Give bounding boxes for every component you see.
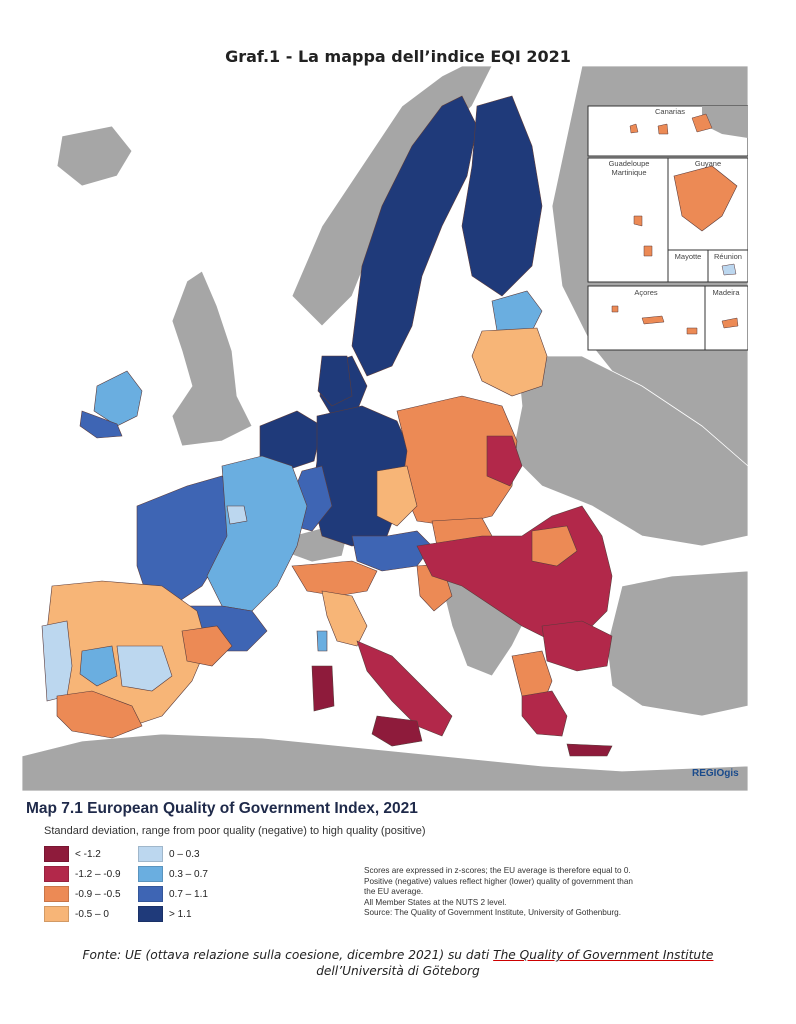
legend-label: 0.7 – 1.1 — [169, 888, 208, 900]
note-line: Source: The Quality of Government Instit… — [364, 908, 621, 918]
legend-swatch — [138, 846, 163, 862]
note-line: All Member States at the NUTS 2 level. — [364, 897, 507, 907]
legend-label: -1.2 – -0.9 — [75, 868, 121, 880]
map-title: Map 7.1 European Quality of Government I… — [26, 800, 418, 817]
legend-swatch — [44, 906, 69, 922]
source-prefix: Fonte: UE (ottava relazione sulla coesio… — [82, 948, 494, 962]
inset-label-mayotte: Mayotte — [675, 252, 702, 261]
inset-label-madeira: Madeira — [712, 288, 740, 297]
map-subtitle: Standard deviation, range from poor qual… — [44, 825, 426, 837]
inset-label-acores: Açores — [634, 288, 658, 297]
inset-label-martinique: Martinique — [611, 168, 646, 177]
source-caption: Fonte: UE (ottava relazione sulla coesio… — [0, 947, 796, 979]
legend-label: 0.3 – 0.7 — [169, 868, 208, 880]
eqi-choropleth-map: Canarias Guadeloupe Martinique Guyane Ma… — [22, 66, 748, 791]
legend-swatch — [44, 866, 69, 882]
legend-item: > 1.1 — [138, 906, 192, 922]
legend-label: -0.9 – -0.5 — [75, 888, 121, 900]
legend-label: -0.5 – 0 — [75, 908, 109, 920]
map-notes: Scores are expressed in z-scores; the EU… — [364, 866, 724, 919]
central-east-regions — [376, 395, 523, 612]
note-line: the EU average. — [364, 887, 424, 897]
greece-regions — [511, 650, 613, 757]
legend-label: < -1.2 — [75, 848, 101, 860]
legend-swatch — [138, 866, 163, 882]
legend-swatch — [44, 846, 69, 862]
note-line: Positive (negative) values reflect highe… — [364, 876, 633, 886]
inset-label-canarias: Canarias — [655, 107, 685, 116]
legend-item: -1.2 – -0.9 — [44, 866, 121, 882]
legend-label: > 1.1 — [169, 908, 192, 920]
legend-item: < -1.2 — [44, 846, 101, 862]
inset-label-guyane: Guyane — [695, 159, 721, 168]
legend-label: 0 – 0.3 — [169, 848, 200, 860]
south-east-regions — [416, 505, 613, 672]
source-line-2: dell’Università di Göteborg — [316, 964, 480, 978]
qog-institute-link[interactable]: The Quality of Government Institute — [493, 948, 714, 962]
chart-title: Graf.1 - La mappa dell’indice EQI 2021 — [225, 47, 571, 66]
inset-label-reunion: Réunion — [714, 252, 742, 261]
italy-regions — [291, 560, 453, 747]
legend-swatch — [138, 886, 163, 902]
legend-swatch — [44, 886, 69, 902]
legend-item: -0.9 – -0.5 — [44, 886, 121, 902]
map-legend: < -1.2 -1.2 – -0.9 -0.9 – -0.5 -0.5 – 0 … — [44, 846, 284, 926]
legend-item: -0.5 – 0 — [44, 906, 109, 922]
regiogis-logo: REGIOgis — [692, 768, 739, 779]
legend-item: 0 – 0.3 — [138, 846, 200, 862]
baltic-regions — [471, 290, 548, 397]
legend-item: 0.3 – 0.7 — [138, 866, 208, 882]
outermost-regions-insets: Canarias Guadeloupe Martinique Guyane Ma… — [587, 105, 748, 351]
legend-swatch — [138, 906, 163, 922]
iberia-regions — [41, 580, 233, 739]
legend-item: 0.7 – 1.1 — [138, 886, 208, 902]
note-line: Scores are expressed in z-scores; the EU… — [364, 866, 631, 875]
ireland-regions — [79, 370, 143, 439]
inset-label-guadeloupe: Guadeloupe — [609, 159, 650, 168]
